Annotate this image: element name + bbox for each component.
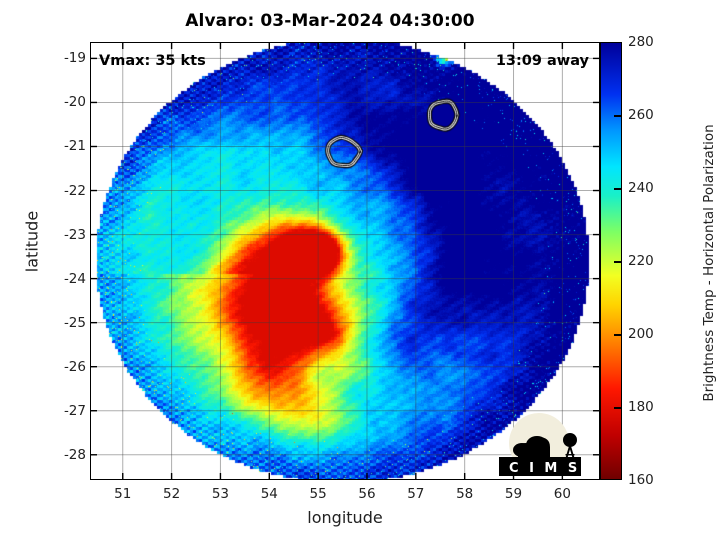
colorbar-tick-mark	[614, 188, 622, 190]
x-axis-ticks: 51 52 53 54 55 56 57 58 59 60	[90, 486, 600, 506]
colorbar-tick-label: 220	[628, 253, 654, 269]
y-axis-ticks: -19 -20 -21 -22 -23 -24 -25 -26 -27 -28	[34, 42, 86, 480]
x-tick-label: 60	[553, 486, 571, 502]
colorbar-tick-mark	[614, 407, 622, 409]
brightness-temperature-swath-image	[91, 43, 599, 479]
y-tick-label: -20	[63, 94, 86, 111]
x-tick-label: 52	[163, 486, 181, 502]
x-tick-label: 54	[260, 486, 278, 502]
time-away-annotation: 13:09 away	[495, 53, 589, 69]
colorbar-tick-label: 200	[628, 326, 654, 342]
x-tick-label: 57	[407, 486, 425, 502]
vmax-annotation: Vmax: 35 kts	[99, 53, 206, 69]
colorbar-tick-mark	[614, 334, 622, 336]
x-tick-label: 59	[504, 486, 523, 502]
colorbar-title: Brightness Temp - Horizontal Polarizatio…	[701, 124, 717, 402]
colorbar-tick-label: 260	[628, 107, 654, 123]
x-axis-title: longitude	[307, 508, 383, 527]
y-tick-label: -25	[63, 314, 86, 331]
y-tick-label: -28	[63, 446, 86, 463]
y-tick-label: -27	[63, 402, 86, 419]
x-tick-label: 55	[309, 486, 327, 502]
colorbar-tick-label: 240	[628, 180, 654, 196]
colorbar-tick-label: 180	[628, 399, 654, 415]
y-tick-label: -22	[63, 182, 86, 199]
x-tick-label: 58	[456, 486, 474, 502]
colorbar-tick-label: 280	[628, 34, 654, 50]
x-tick-label: 51	[114, 486, 132, 502]
page-title: Alvaro: 03-Mar-2024 04:30:00	[185, 11, 475, 31]
x-tick-label: 56	[358, 486, 376, 502]
y-tick-label: -24	[63, 270, 86, 287]
y-axis-title: latitude	[22, 210, 42, 273]
colorbar-tick-mark	[614, 115, 622, 117]
x-tick-label: 53	[211, 486, 230, 502]
cimss-logo: C I M S S	[499, 413, 593, 476]
plot-area: Vmax: 35 kts 13:09 away C I M S S	[90, 42, 600, 480]
colorbar-tick-label: 160	[628, 472, 654, 488]
y-tick-label: -23	[63, 226, 86, 243]
y-tick-label: -21	[63, 138, 86, 155]
cimss-logo-text: C I M S S	[509, 461, 593, 476]
colorbar-tick-mark	[614, 261, 622, 263]
colorbar-gradient	[601, 43, 621, 479]
y-tick-label: -26	[63, 358, 86, 375]
y-tick-label: -19	[63, 50, 86, 67]
